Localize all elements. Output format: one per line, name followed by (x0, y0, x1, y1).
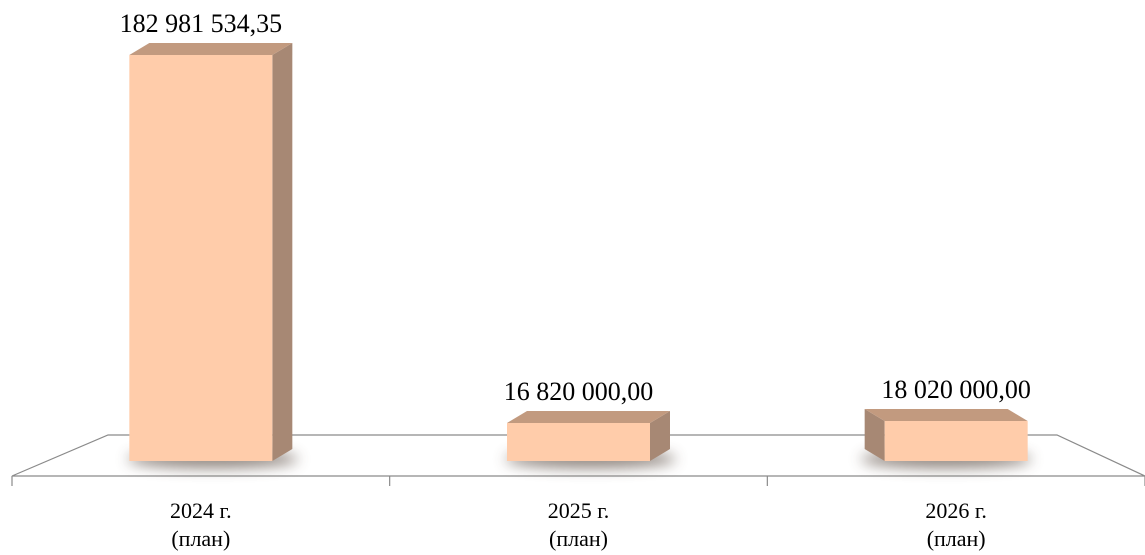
x-tick-label: (план) (549, 526, 608, 551)
bar (507, 423, 650, 461)
x-tick-label: 2025 г. (548, 498, 610, 523)
bar (129, 55, 273, 461)
data-label: 18 020 000,00 (881, 375, 1031, 404)
x-tick-label: 2024 г. (170, 498, 232, 523)
x-tick-label: 2026 г. (925, 498, 987, 523)
bar-top (507, 411, 670, 423)
bar-side (864, 409, 885, 461)
labels-group: 182 981 534,35 2024 г. (план) 16 820 000,00… (120, 9, 1031, 551)
x-tick-label: (план) (171, 526, 230, 551)
data-label: 182 981 534,35 (120, 9, 283, 38)
bars-group (127, 43, 1032, 468)
bar-top (129, 43, 293, 55)
x-tick-label: (план) (927, 526, 986, 551)
bar-top (864, 409, 1028, 422)
bar-side (650, 411, 670, 461)
bar (884, 421, 1028, 461)
bar-side (272, 43, 293, 461)
data-label: 16 820 000,00 (504, 377, 654, 406)
